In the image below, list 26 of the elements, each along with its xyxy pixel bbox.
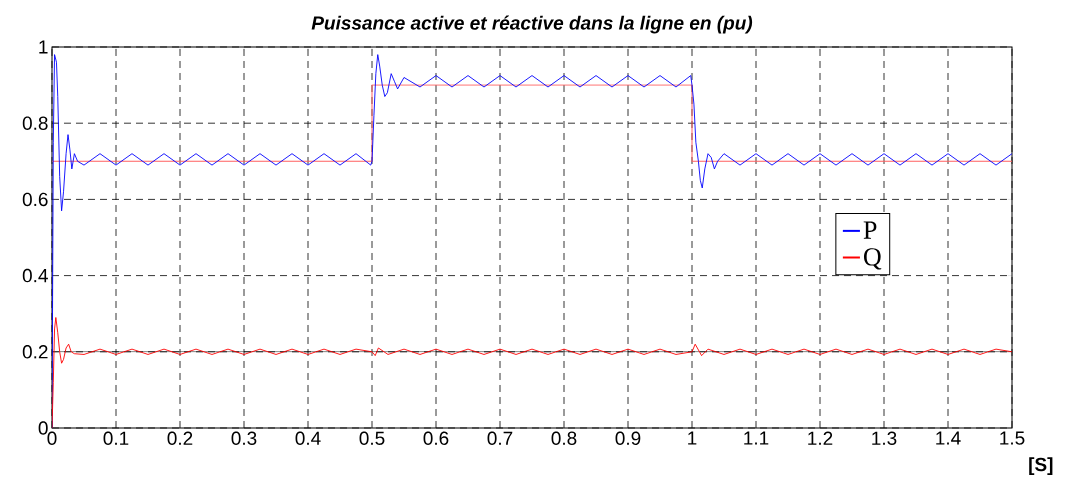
legend-label: Q (864, 248, 882, 270)
x-tick-label: 0.8 (551, 431, 577, 445)
x-tick-label: 0.1 (103, 431, 129, 445)
chart-title: Puissance active et réactive dans la ligne en (pu) (311, 15, 753, 34)
x-tick-label: 0.6 (423, 431, 449, 445)
y-tick-label: 0 (38, 421, 48, 435)
legend-label: P (863, 221, 877, 239)
x-tick-label: 1.3 (872, 431, 897, 445)
y-tick-label: 0.4 (22, 268, 48, 283)
x-tick-label: 0.3 (231, 431, 257, 445)
x-axis-title: [S] (1029, 457, 1053, 475)
x-tick-label: 1.1 (744, 431, 769, 445)
y-tick-label: 0.8 (22, 116, 48, 130)
x-tick-label: 0.9 (615, 431, 641, 445)
y-tick-label: 0.6 (22, 192, 48, 207)
x-tick-label: 1.4 (936, 431, 961, 445)
x-tick-label: 1.2 (808, 431, 833, 445)
x-tick-label: 0 (47, 431, 57, 445)
y-tick-label: 0.2 (22, 345, 48, 359)
x-tick-label: 1.5 (1000, 431, 1025, 445)
y-tick-label: 1 (39, 40, 48, 54)
x-tick-label: 0.2 (167, 431, 193, 445)
x-tick-label: 0.7 (487, 431, 513, 445)
x-tick-label: 0.4 (295, 431, 321, 445)
x-tick-label: 1 (688, 431, 697, 445)
x-tick-label: 0.5 (359, 431, 385, 445)
